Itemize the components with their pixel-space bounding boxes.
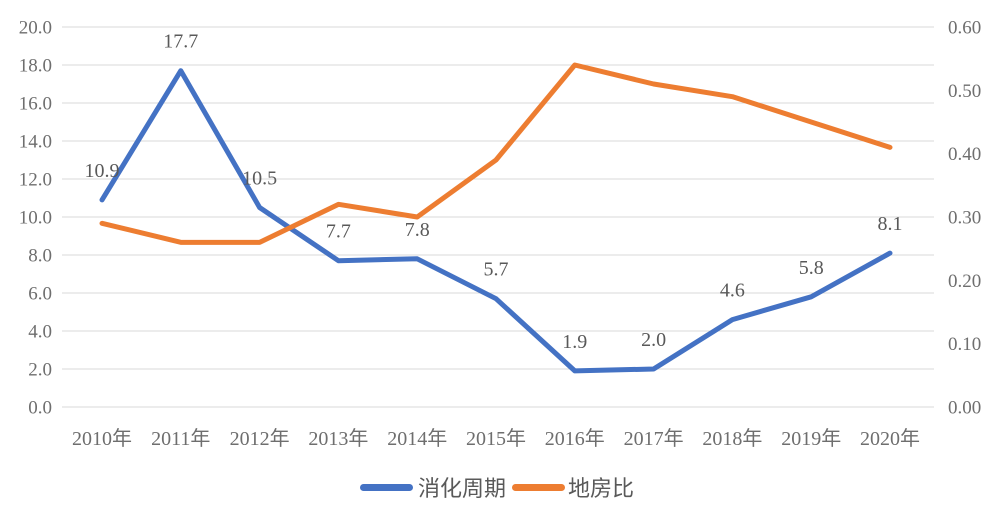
x-axis-label: 2015年	[466, 427, 526, 450]
x-axis-label: 2011年	[151, 427, 210, 450]
data-label: 10.5	[242, 168, 277, 190]
x-axis-label: 2018年	[702, 427, 762, 450]
x-axis-label: 2013年	[308, 427, 368, 450]
left-axis-tick: 14.0	[19, 132, 52, 153]
x-axis-label: 2014年	[387, 427, 447, 450]
left-axis-tick: 20.0	[19, 18, 52, 39]
data-label: 8.1	[878, 213, 903, 235]
right-axis-tick: 0.30	[948, 208, 981, 229]
left-axis-tick: 6.0	[28, 284, 52, 305]
data-label: 17.7	[163, 31, 198, 53]
data-label: 5.8	[799, 257, 824, 279]
data-label: 4.6	[720, 280, 745, 302]
right-axis-tick: 0.40	[948, 144, 981, 165]
x-axis-label: 2012年	[230, 427, 290, 450]
left-axis-tick: 0.0	[28, 398, 52, 419]
legend-swatch	[360, 484, 413, 491]
data-label: 10.9	[85, 160, 120, 182]
data-labels-series-0: 10.9 17.7 10.5 7.7 7.8 5.7 1.9 2.0 4.6 5.8 8.1	[85, 31, 903, 353]
right-axis-tick: 0.00	[948, 398, 981, 419]
x-axis-label: 2010年	[72, 427, 132, 450]
x-axis-label: 2020年	[860, 427, 920, 450]
left-axis-tick: 12.0	[19, 170, 52, 191]
right-axis: 0.60 0.50 0.40 0.30 0.20 0.10 0.00	[948, 18, 981, 419]
right-axis-tick: 0.60	[948, 18, 981, 39]
right-axis-tick: 0.20	[948, 271, 981, 292]
data-label: 1.9	[562, 331, 587, 353]
x-axis-label: 2017年	[624, 427, 684, 450]
legend-label: 消化周期	[418, 476, 506, 501]
data-label: 5.7	[484, 259, 509, 281]
legend-label: 地房比	[568, 476, 634, 501]
left-axis-tick: 10.0	[19, 208, 52, 229]
left-axis-tick: 8.0	[28, 246, 52, 267]
left-axis-tick: 4.0	[28, 322, 52, 343]
legend: 消化周期 地房比	[360, 476, 634, 501]
left-axis-tick: 2.0	[28, 360, 52, 381]
right-axis-tick: 0.10	[948, 334, 981, 355]
series-line-0	[99, 68, 893, 374]
left-axis-tick: 16.0	[19, 94, 52, 115]
right-axis-tick: 0.50	[948, 81, 981, 102]
x-axis-label: 2016年	[545, 427, 605, 450]
data-label: 7.8	[405, 219, 430, 241]
legend-swatch	[512, 484, 565, 491]
data-label: 2.0	[641, 329, 666, 351]
left-axis-tick: 18.0	[19, 56, 52, 77]
data-label: 7.7	[326, 221, 351, 243]
gridlines	[62, 26, 934, 408]
x-axis: 2010年 2011年 2012年 2013年 2014年 2015年 2016年 2017年…	[72, 427, 920, 450]
series-line-1	[99, 62, 893, 245]
x-axis-label: 2019年	[781, 427, 841, 450]
left-axis: 20.0 18.0 16.0 14.0 12.0 10.0 8.0 6.0 4.0 2.0 0.0	[19, 18, 52, 419]
